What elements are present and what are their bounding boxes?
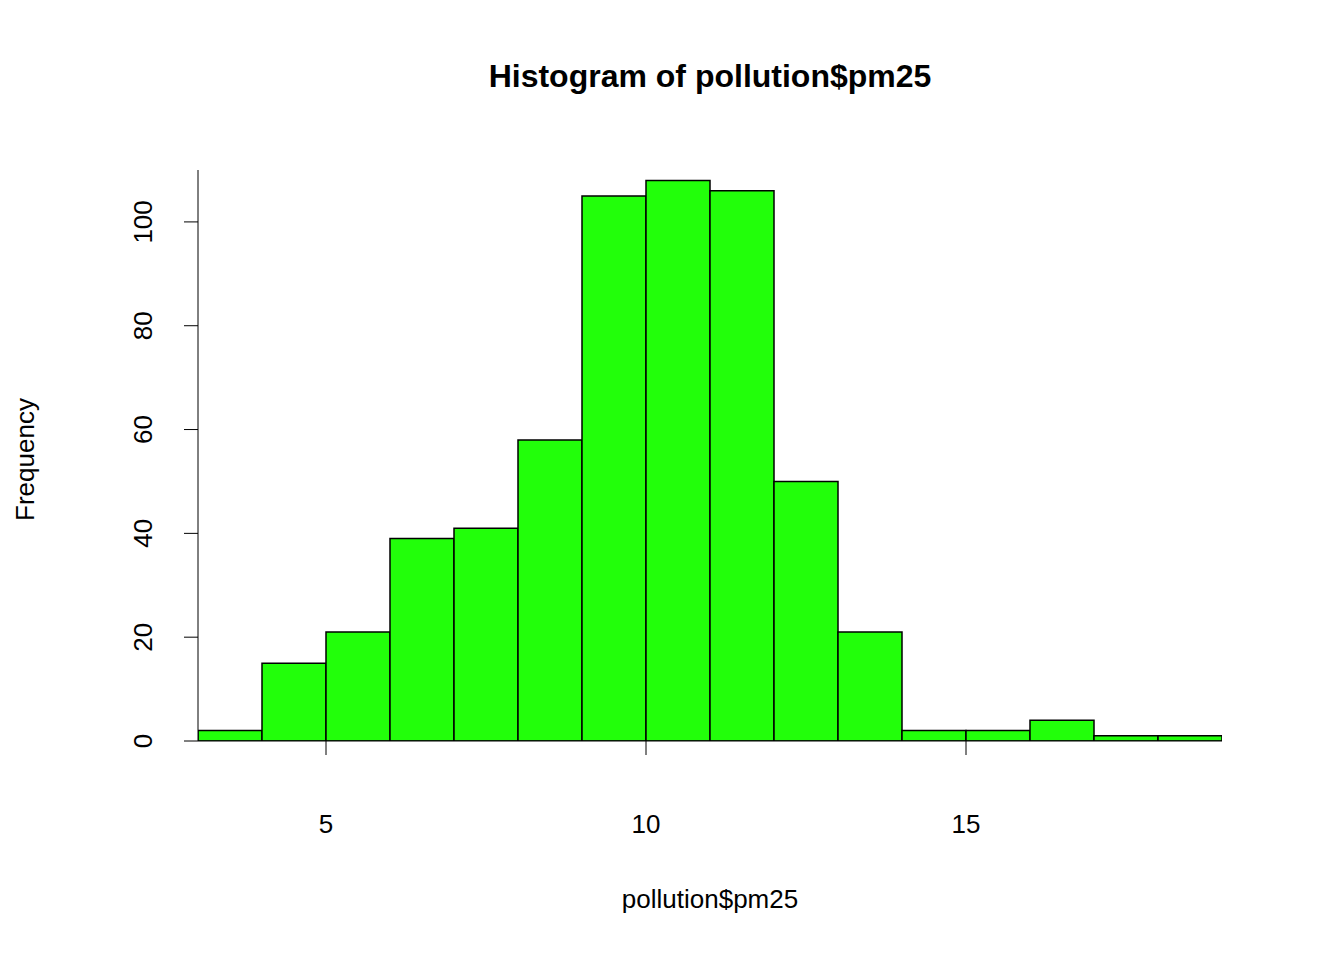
svg-text:40: 40 — [128, 519, 158, 548]
svg-text:10: 10 — [632, 809, 661, 839]
svg-text:5: 5 — [319, 809, 333, 839]
svg-text:20: 20 — [128, 623, 158, 652]
svg-text:100: 100 — [128, 200, 158, 243]
html-text:Frequency: Frequency — [9, 398, 40, 521]
svg-text:60: 60 — [128, 415, 158, 444]
html-text:Histogram of pollution$pm25: Histogram of pollution$pm25 — [488, 58, 932, 94]
svg-text:0: 0 — [128, 734, 158, 748]
svg-text:80: 80 — [128, 311, 158, 340]
svg-text:15: 15 — [952, 809, 981, 839]
html-text:pollution$pm25: pollution$pm25 — [621, 884, 799, 914]
